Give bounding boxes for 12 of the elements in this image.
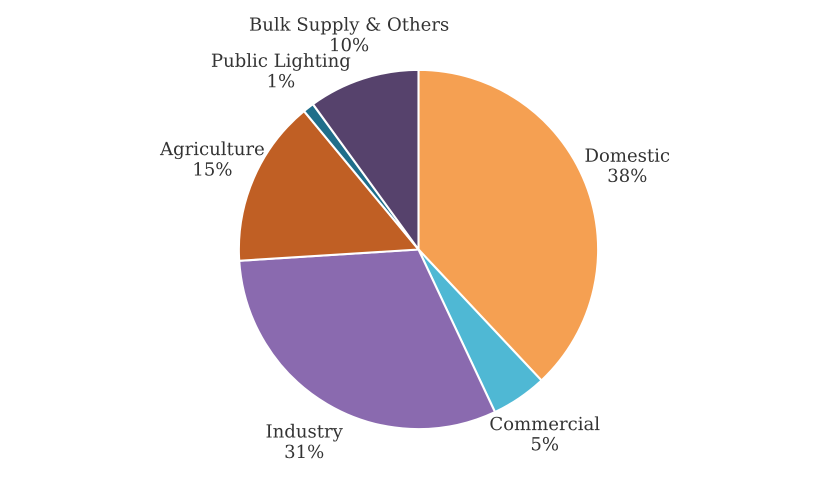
- data-label: 1%: [268, 74, 294, 88]
- data-label: 31%: [286, 444, 324, 458]
- slice-label: Commercial: [490, 416, 600, 430]
- slice-label: Agriculture: [160, 141, 264, 160]
- data-label: 15%: [194, 162, 232, 176]
- data-label: 5%: [532, 436, 558, 451]
- slice-label: Public Lighting: [212, 53, 350, 71]
- data-label: 10%: [331, 38, 368, 52]
- slice-label: Bulk Supply & Others: [250, 16, 448, 35]
- data-label: 38%: [608, 168, 646, 182]
- slice-label: Domestic: [585, 148, 670, 162]
- slice-label: Industry: [266, 424, 343, 442]
